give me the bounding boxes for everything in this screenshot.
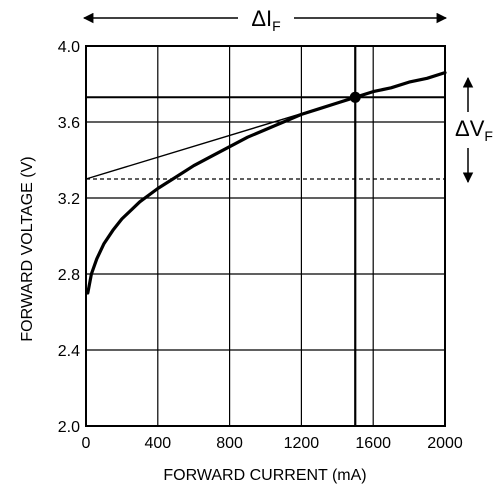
delta-v-symbol: ΔV: [455, 116, 485, 141]
x-tick-label: 2000: [427, 435, 463, 452]
delta-i-symbol: ΔI: [251, 6, 272, 31]
delta-v-label: ΔVF: [455, 116, 493, 144]
x-axis-label: FORWARD CURRENT (mA): [163, 467, 366, 484]
delta-i-annotation: ΔIF: [82, 6, 448, 34]
x-tick-label: 0: [82, 435, 91, 452]
y-tick-label: 2.8: [58, 267, 80, 284]
delta-v-subscript: F: [484, 128, 493, 144]
delta-i-label: ΔIF: [251, 6, 280, 34]
x-tick-label: 1600: [355, 435, 391, 452]
series-layer: [86, 71, 447, 295]
y-tick-label: 2.0: [58, 419, 80, 436]
plot-frame: [85, 45, 446, 427]
x-tick-labels: 0 400 800 1200 1600 2000: [82, 435, 463, 452]
y-axis-label: FORWARD VOLTAGE (V): [19, 156, 36, 341]
y-tick-label: 3.6: [58, 115, 80, 132]
delta-i-subscript: F: [272, 18, 281, 34]
y-tick-label: 4.0: [58, 39, 80, 56]
annotation-lines: [85, 46, 445, 426]
grid: [86, 46, 445, 426]
y-tick-label: 2.4: [58, 343, 80, 360]
x-tick-label: 1200: [284, 435, 320, 452]
x-tick-label: 800: [216, 435, 243, 452]
delta-v-annotation: ΔVF: [455, 76, 493, 184]
x-tick-label: 400: [144, 435, 171, 452]
y-tick-label: 3.2: [58, 191, 80, 208]
operating-point: [349, 91, 361, 103]
y-tick-labels: 2.0 2.4 2.8 3.2 3.6 4.0: [58, 39, 80, 436]
series-line: [86, 71, 447, 295]
